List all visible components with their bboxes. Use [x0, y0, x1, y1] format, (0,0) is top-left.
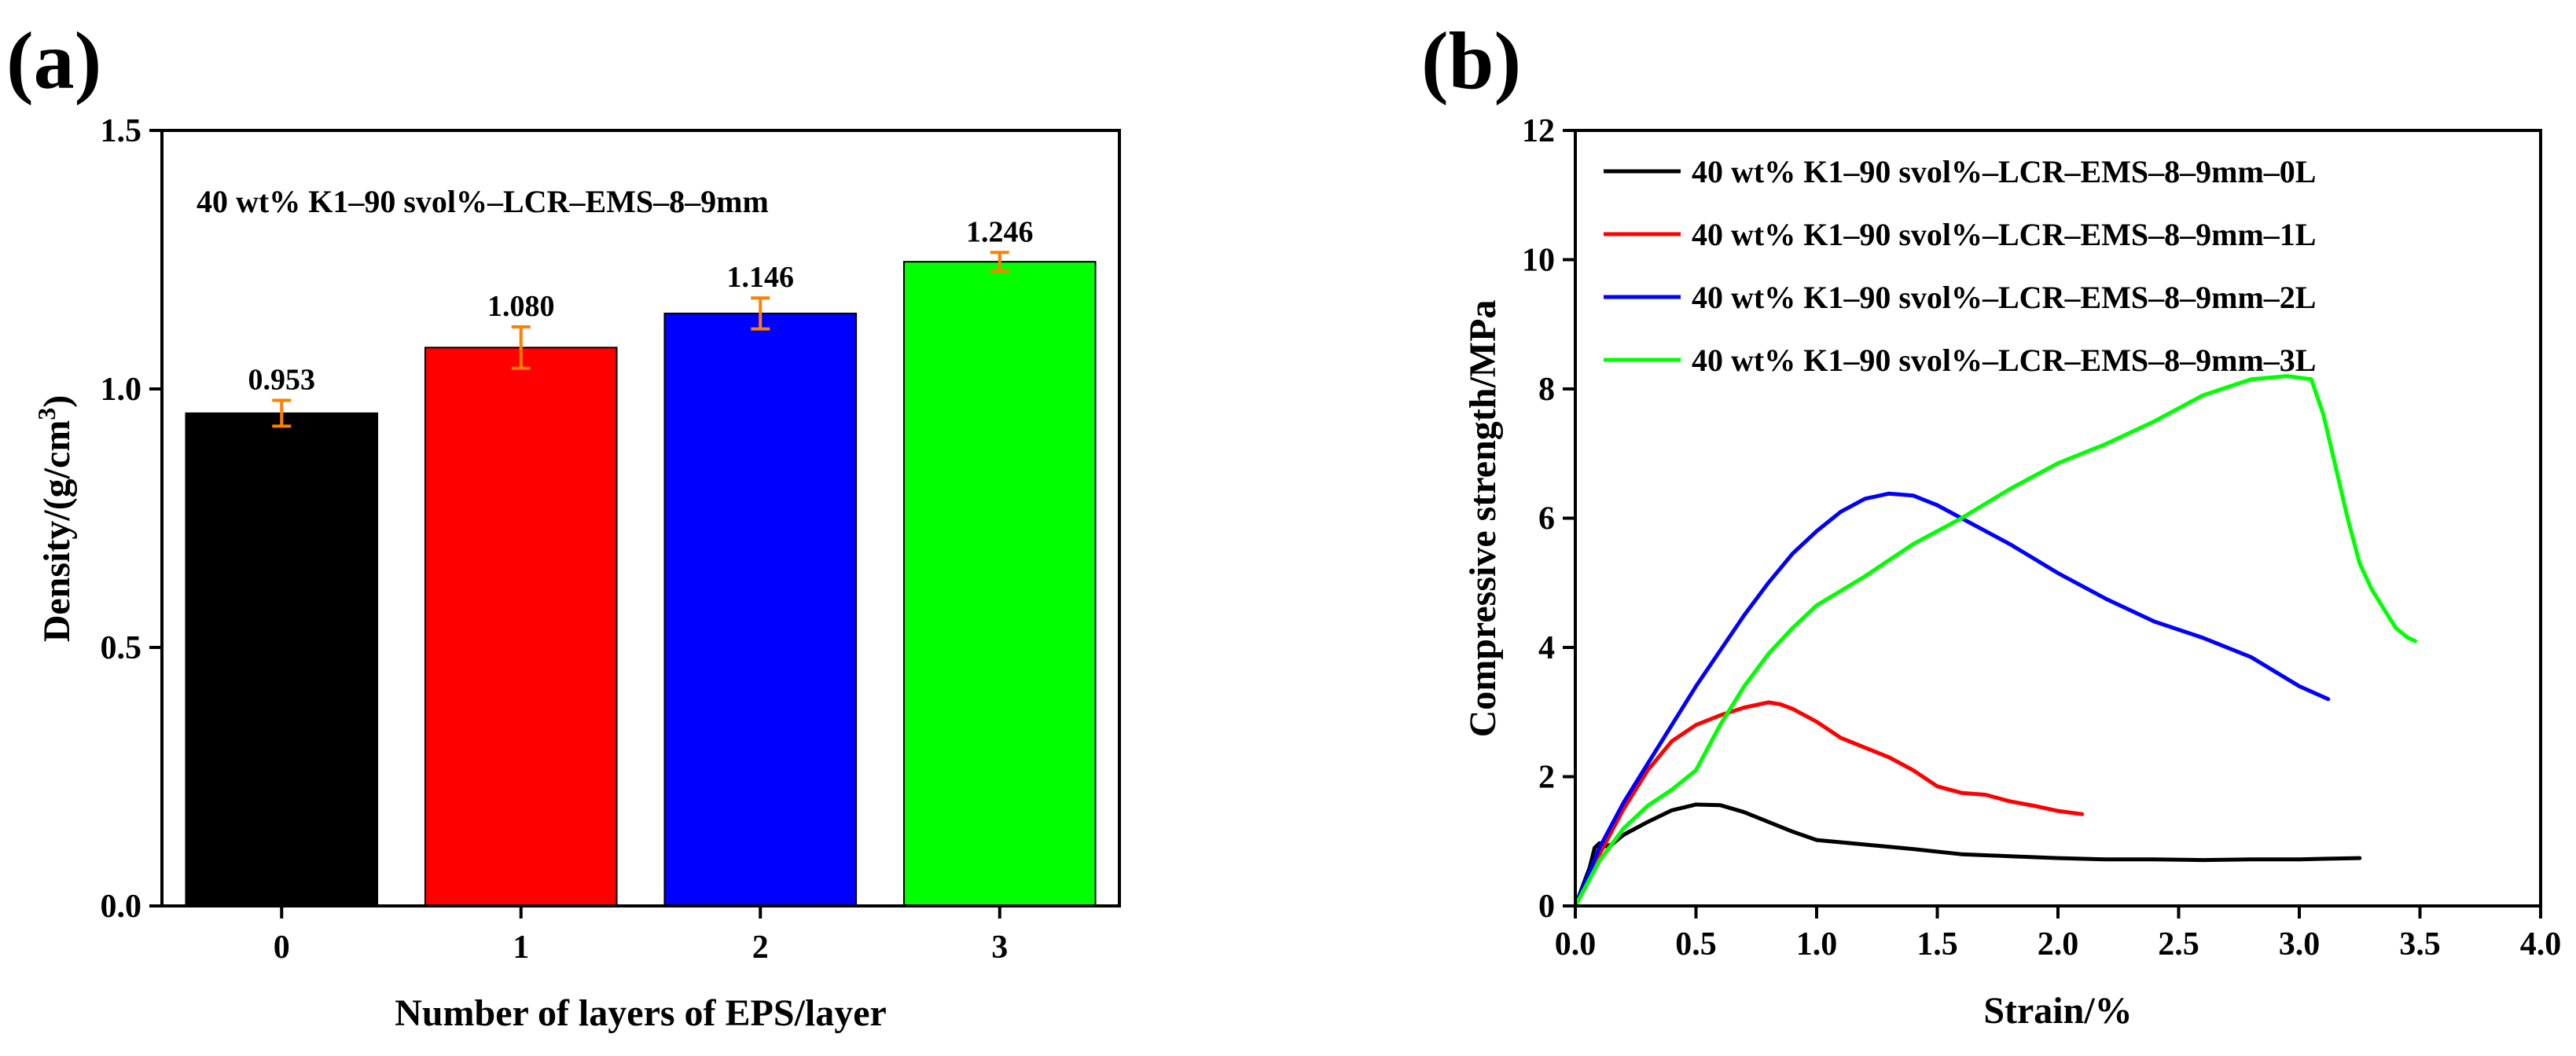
bar-2: [663, 312, 858, 907]
y-tick-label: 12: [1522, 113, 1555, 149]
y-tick-label: 8: [1538, 372, 1555, 408]
panel-b-legend: 40 wt% K1–90 svol%–LCR–EMS–8–9mm–0L 40 wt…: [1604, 154, 2316, 378]
series-line-0L: [1573, 802, 2362, 908]
bar-1: [424, 346, 618, 907]
panel-a-bars: [185, 261, 1097, 907]
panel-a-y-axis-title-main: Density/(g/cm: [36, 420, 78, 643]
x-tick-label: 2.0: [2038, 926, 2079, 962]
legend-entry-3L: 40 wt% K1–90 svol%–LCR–EMS–8–9mm–3L: [1692, 343, 2316, 378]
panel-b-y-ticks: 0 2 4 6 8 10 12: [1522, 113, 1575, 925]
panel-b-label: (b): [1421, 16, 1521, 106]
panel-b-series-lines: [1573, 374, 2417, 908]
panel-b: (b) 0 2 4 6 8 10 12 0.0 0.5 1.0 1.5 2.0 2.5 3.0 3.5 4.…: [1421, 16, 2561, 1032]
y-tick-label: 0: [1538, 889, 1555, 925]
panel-a-error-bars: [272, 251, 1009, 428]
series-line-2L: [1573, 491, 2331, 908]
panel-a-y-axis-title: Density/(g/cm3): [32, 395, 78, 643]
data-label-2: 1.146: [727, 261, 795, 294]
panel-a-y-axis-title-sup: 3: [32, 408, 61, 420]
x-tick-label: 0: [274, 930, 290, 966]
series-line-1L: [1573, 700, 2085, 908]
x-tick-label: 2.5: [2158, 926, 2199, 962]
panel-a: (a) 0.953 1.080 1.146 1.246 0.0 0.5 1.0 1.5 0 1…: [6, 16, 1121, 1034]
y-tick-label: 2: [1538, 760, 1555, 796]
bar-0: [185, 412, 379, 907]
y-tick-label: 0.5: [101, 630, 142, 666]
data-label-3: 1.246: [966, 215, 1034, 248]
panel-a-y-ticks: 0.0 0.5 1.0 1.5: [101, 113, 162, 925]
x-tick-label: 3: [991, 930, 1008, 966]
panel-a-y-axis-title-close: ): [36, 395, 78, 408]
y-tick-label: 10: [1522, 243, 1555, 279]
x-tick-label: 2: [752, 930, 769, 966]
x-tick-label: 3.5: [2399, 926, 2441, 962]
panel-a-label: (a): [6, 16, 101, 106]
legend-entry-1L: 40 wt% K1–90 svol%–LCR–EMS–8–9mm–1L: [1692, 217, 2316, 252]
panel-a-x-axis-title: Number of layers of EPS/layer: [395, 992, 887, 1034]
data-label-1: 1.080: [487, 290, 555, 323]
x-tick-label: 0.0: [1555, 926, 1597, 962]
y-tick-label: 6: [1538, 501, 1555, 537]
x-tick-label: 0.5: [1675, 926, 1717, 962]
x-tick-label: 3.0: [2279, 926, 2321, 962]
panel-b-x-ticks: 0.0 0.5 1.0 1.5 2.0 2.5 3.0 3.5 4.0: [1555, 906, 2562, 962]
panel-b-x-axis-title: Strain/%: [1983, 990, 2132, 1032]
panel-a-plot-frame: [160, 129, 1121, 908]
x-tick-label: 1.0: [1796, 926, 1838, 962]
x-tick-label: 4.0: [2520, 926, 2562, 962]
y-tick-label: 1.0: [101, 372, 142, 408]
legend-entry-0L: 40 wt% K1–90 svol%–LCR–EMS–8–9mm–0L: [1692, 154, 2316, 189]
x-tick-label: 1.5: [1916, 926, 1958, 962]
legend-entry-2L: 40 wt% K1–90 svol%–LCR–EMS–8–9mm–2L: [1692, 280, 2316, 315]
panel-a-annotation: 40 wt% K1–90 svol%–LCR–EMS–8–9mm: [197, 184, 769, 219]
y-tick-label: 4: [1538, 630, 1555, 666]
y-tick-label: 0.0: [101, 889, 142, 925]
panel-a-data-labels: 0.953 1.080 1.146 1.246: [248, 215, 1034, 396]
data-label-0: 0.953: [248, 363, 316, 396]
bar-3: [902, 261, 1097, 907]
panel-a-x-ticks: 0 1 2 3: [274, 906, 1008, 966]
series-line-3L: [1573, 374, 2417, 908]
x-tick-label: 1: [513, 930, 529, 966]
panel-b-y-axis-title: Compressive strength/MPa: [1462, 300, 1504, 738]
y-tick-label: 1.5: [101, 113, 142, 149]
